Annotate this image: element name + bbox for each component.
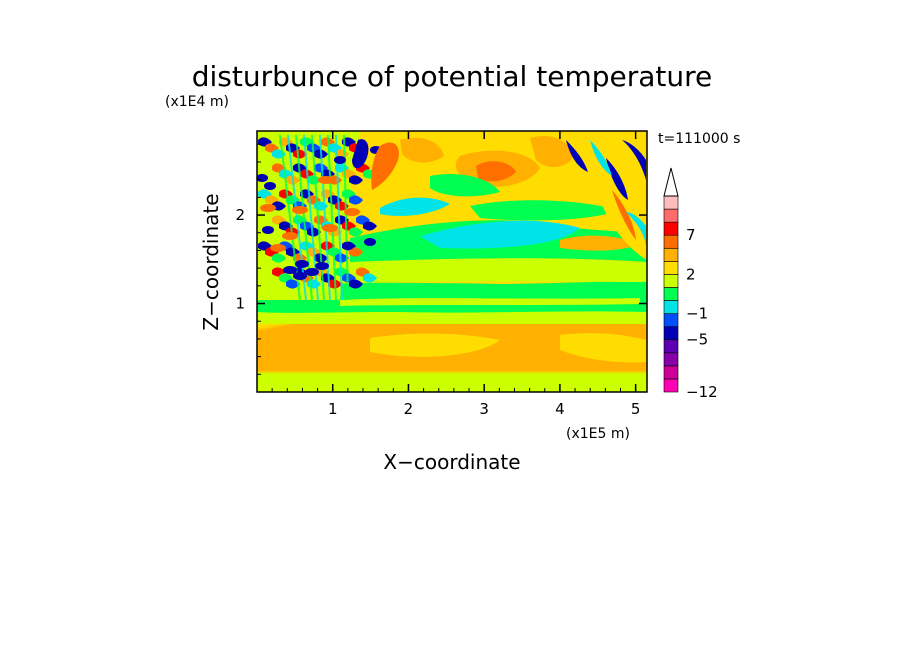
colorbar-swatch xyxy=(663,378,679,393)
colorbar-swatch xyxy=(663,234,679,249)
contour-field xyxy=(257,131,647,392)
x-axis: 1 2 3 4 5 xyxy=(271,131,641,418)
cold-cell xyxy=(283,266,297,274)
cold-cell xyxy=(293,272,307,280)
warm-cell xyxy=(282,232,298,240)
colorbar-swatch xyxy=(663,195,679,210)
warm-cell xyxy=(260,204,276,212)
colorbar-swatch xyxy=(663,313,679,327)
colorbar xyxy=(663,167,679,393)
wave-streak-line xyxy=(327,134,337,301)
colorbar-swatch xyxy=(663,247,679,262)
cold-cell xyxy=(295,260,309,268)
z-unit-label: (x1E4 m) xyxy=(165,94,229,110)
wave-streak xyxy=(272,253,286,263)
wave-streak xyxy=(349,227,363,237)
x-axis-label: X−coordinate xyxy=(383,450,520,474)
wave-streak-line xyxy=(319,134,331,301)
x-tick-label: 3 xyxy=(479,400,489,418)
chart-title: disturbunce of potential temperature xyxy=(192,60,713,93)
cold-cell xyxy=(334,156,346,164)
colorbar-swatch xyxy=(663,326,679,341)
colorbar-label: 2 xyxy=(686,265,696,283)
colorbar-swatch xyxy=(663,261,679,275)
wave-streak xyxy=(349,247,363,257)
wave-streak xyxy=(363,273,377,283)
cold-cell xyxy=(315,262,329,270)
wave-streak xyxy=(335,253,349,263)
cold-cell xyxy=(305,268,319,276)
x-tick-label: 4 xyxy=(555,400,565,418)
wave-streak xyxy=(349,195,363,205)
x-unit-label: (x1E5 m) xyxy=(566,426,630,442)
warm-cell xyxy=(292,206,308,214)
wave-streak xyxy=(293,149,307,159)
colorbar-swatch xyxy=(663,365,679,380)
colorbar-label: −1 xyxy=(686,305,708,323)
colorbar-swatch xyxy=(663,352,679,367)
colorbar-extend-arrow xyxy=(663,167,679,197)
colorbar-labels: 7 2 −1 −5 −12 xyxy=(686,226,718,401)
cold-cell xyxy=(262,226,274,234)
colorbar-label: 7 xyxy=(686,226,696,244)
warm-cell xyxy=(318,176,334,184)
colorbar-label: −12 xyxy=(686,383,718,401)
wave-streak xyxy=(307,175,321,185)
warm-cell xyxy=(322,224,338,232)
cold-cell xyxy=(264,182,276,190)
colorbar-swatch xyxy=(663,287,679,301)
wave-streak xyxy=(349,279,363,289)
y-tick-label: 2 xyxy=(235,206,245,224)
y-tick-label: 1 xyxy=(235,295,245,313)
time-label: t=111000 s xyxy=(658,131,740,147)
cold-cell xyxy=(342,242,354,250)
x-tick-label: 1 xyxy=(328,400,338,418)
wave-streak-line xyxy=(311,134,325,301)
warm-cell xyxy=(344,208,360,216)
colorbar-swatch xyxy=(663,221,679,236)
cold-cell xyxy=(364,238,376,246)
cold-cell xyxy=(257,174,268,182)
colorbar-swatch xyxy=(663,208,679,223)
wave-streak xyxy=(307,227,321,237)
colorbar-label: −5 xyxy=(686,331,708,349)
wave-streak xyxy=(349,175,363,185)
wave-streak xyxy=(363,221,377,231)
x-tick-label: 5 xyxy=(631,400,641,418)
warm-cell xyxy=(270,244,286,252)
y-axis: 12 xyxy=(235,143,647,375)
colorbar-swatch xyxy=(663,339,679,354)
wave-streak xyxy=(286,279,300,289)
colorbar-swatch xyxy=(663,300,679,314)
y-axis-label: Z−coordinate xyxy=(199,193,223,330)
colorbar-swatch xyxy=(663,274,679,288)
plot-frame xyxy=(256,130,648,393)
x-tick-label: 2 xyxy=(404,400,414,418)
